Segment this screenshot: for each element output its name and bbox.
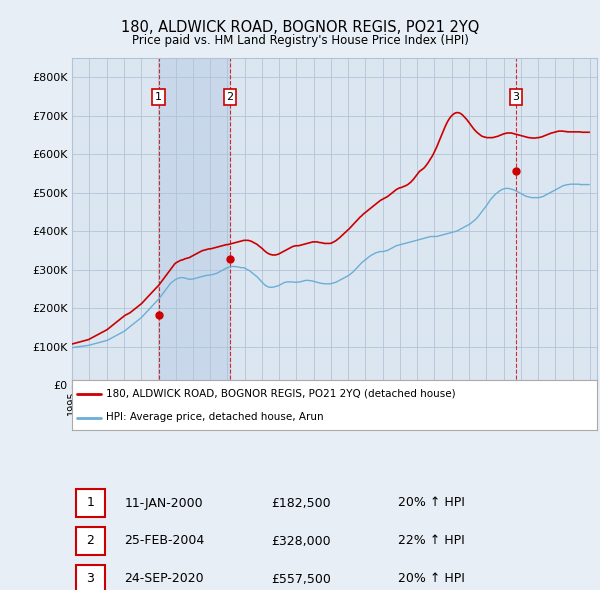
Text: 3: 3 bbox=[86, 572, 94, 585]
Text: 180, ALDWICK ROAD, BOGNOR REGIS, PO21 2YQ (detached house): 180, ALDWICK ROAD, BOGNOR REGIS, PO21 2Y… bbox=[106, 389, 456, 399]
Text: 2: 2 bbox=[226, 92, 233, 102]
Text: 20% ↑ HPI: 20% ↑ HPI bbox=[398, 572, 464, 585]
Text: 2: 2 bbox=[86, 535, 94, 548]
FancyBboxPatch shape bbox=[76, 565, 105, 590]
Text: £328,000: £328,000 bbox=[271, 535, 331, 548]
Bar bbox=[159, 58, 230, 385]
Text: 1: 1 bbox=[86, 497, 94, 510]
Text: £557,500: £557,500 bbox=[271, 572, 331, 585]
Text: 1: 1 bbox=[155, 92, 162, 102]
FancyBboxPatch shape bbox=[76, 526, 105, 555]
Text: 3: 3 bbox=[512, 92, 520, 102]
Text: £182,500: £182,500 bbox=[271, 497, 331, 510]
FancyBboxPatch shape bbox=[76, 489, 105, 517]
Text: 22% ↑ HPI: 22% ↑ HPI bbox=[398, 535, 464, 548]
Text: 24-SEP-2020: 24-SEP-2020 bbox=[125, 572, 204, 585]
Text: 180, ALDWICK ROAD, BOGNOR REGIS, PO21 2YQ: 180, ALDWICK ROAD, BOGNOR REGIS, PO21 2Y… bbox=[121, 20, 479, 35]
Text: 25-FEB-2004: 25-FEB-2004 bbox=[125, 535, 205, 548]
Text: Price paid vs. HM Land Registry's House Price Index (HPI): Price paid vs. HM Land Registry's House … bbox=[131, 34, 469, 47]
Text: HPI: Average price, detached house, Arun: HPI: Average price, detached house, Arun bbox=[106, 412, 324, 422]
Text: 11-JAN-2000: 11-JAN-2000 bbox=[125, 497, 203, 510]
Text: 20% ↑ HPI: 20% ↑ HPI bbox=[398, 497, 464, 510]
